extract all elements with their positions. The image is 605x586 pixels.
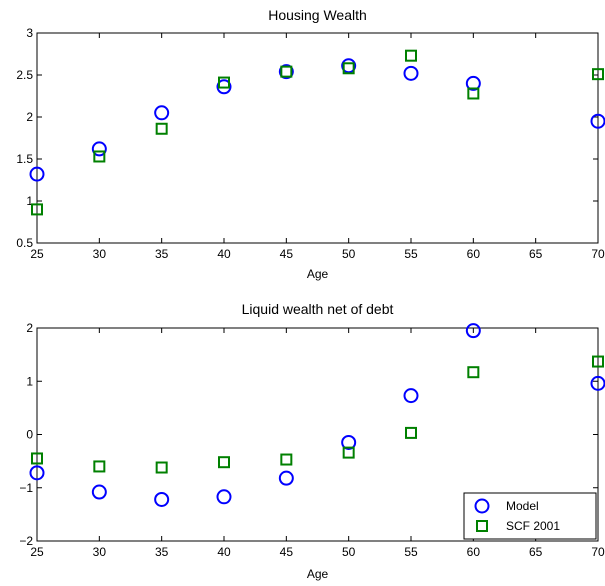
housing-wealth-panel: Housing Wealth Age 25 30 35 40 45 50 55 60 65 70 0… — [16, 7, 605, 281]
data-point-circle — [465, 75, 481, 91]
data-point-square — [592, 68, 604, 81]
data-point-square — [467, 87, 480, 100]
data-point-circle — [403, 65, 419, 81]
data-point-square — [93, 460, 106, 473]
x-tick-label: 40 — [217, 545, 231, 559]
y-tick-label: 2 — [26, 110, 33, 124]
data-point-circle — [29, 465, 45, 481]
liquid-wealth-panel: Liquid wealth net of debt Age 25 30 35 40 45… — [19, 301, 605, 581]
legend-label: SCF 2001 — [506, 519, 560, 533]
y-tick-label: 1 — [26, 194, 33, 208]
x-axis-label: Age — [307, 267, 329, 281]
x-tick-label: 60 — [467, 545, 481, 559]
chart-title: Housing Wealth — [268, 7, 367, 23]
y-tick-label: 2.5 — [16, 68, 33, 82]
data-point-square — [405, 426, 417, 439]
y-tick-label: 3 — [26, 26, 33, 40]
data-point-square — [280, 453, 293, 466]
data-point-square — [405, 49, 417, 62]
x-tick-label: 35 — [155, 247, 169, 261]
x-tick-label: 50 — [342, 247, 356, 261]
data-point-circle — [278, 64, 294, 80]
x-tick-label: 65 — [529, 545, 543, 559]
chart-title: Liquid wealth net of debt — [242, 301, 394, 317]
y-tick-label: 1 — [26, 374, 33, 388]
legend-marker-square — [476, 520, 488, 532]
data-point-square — [155, 461, 168, 474]
data-point-square — [342, 446, 355, 459]
x-tick-label: 45 — [280, 247, 294, 261]
data-point-square — [218, 76, 230, 89]
legend-label: Model — [506, 499, 539, 513]
data-point-square — [93, 150, 106, 163]
legend-marker-circle — [474, 498, 490, 514]
data-point-circle — [341, 434, 357, 450]
x-tick-label: 70 — [591, 247, 605, 261]
x-tick-label: 30 — [93, 247, 107, 261]
x-tick-label: 40 — [217, 247, 231, 261]
x-tick-label: 25 — [30, 247, 44, 261]
data-point-circle — [91, 484, 107, 500]
data-point-circle — [154, 105, 170, 121]
series-scf-2001 — [31, 49, 604, 216]
data-point-square — [280, 65, 293, 78]
series-model — [29, 323, 605, 507]
x-tick-label: 50 — [342, 545, 356, 559]
x-tick-label: 65 — [529, 247, 543, 261]
data-point-square — [467, 366, 480, 379]
x-axis-label: Age — [307, 567, 329, 581]
plot-area — [36, 32, 599, 244]
x-tick-label: 70 — [591, 545, 605, 559]
data-point-circle — [91, 141, 107, 157]
x-tick-label: 55 — [404, 545, 418, 559]
data-point-circle — [403, 388, 419, 404]
x-tick-label: 25 — [30, 545, 44, 559]
y-tick-label: 0 — [26, 428, 33, 442]
data-point-circle — [29, 166, 45, 182]
data-point-circle — [341, 58, 357, 74]
data-point-square — [31, 203, 43, 216]
y-tick-label: 1.5 — [16, 152, 33, 166]
data-point-square — [592, 355, 604, 368]
legend: Model SCF 2001 — [463, 492, 597, 540]
y-tick-label: 0.5 — [16, 236, 33, 250]
x-tick-label: 60 — [467, 247, 481, 261]
x-tick-label: 55 — [404, 247, 418, 261]
data-point-square — [342, 62, 355, 75]
data-point-square — [31, 452, 43, 465]
data-point-square — [155, 122, 168, 135]
data-point-circle — [216, 489, 232, 505]
x-tick-label: 30 — [93, 545, 107, 559]
data-point-circle — [154, 491, 170, 507]
data-point-circle — [278, 470, 294, 486]
data-point-circle — [216, 79, 232, 95]
y-tick-label: −1 — [19, 481, 33, 495]
x-tick-label: 35 — [155, 545, 169, 559]
data-point-circle — [465, 323, 481, 339]
data-point-square — [218, 456, 230, 469]
x-tick-label: 45 — [280, 545, 294, 559]
y-tick-label: −2 — [19, 534, 33, 548]
y-tick-label: 2 — [26, 321, 33, 335]
series-scf-2001 — [31, 355, 604, 474]
